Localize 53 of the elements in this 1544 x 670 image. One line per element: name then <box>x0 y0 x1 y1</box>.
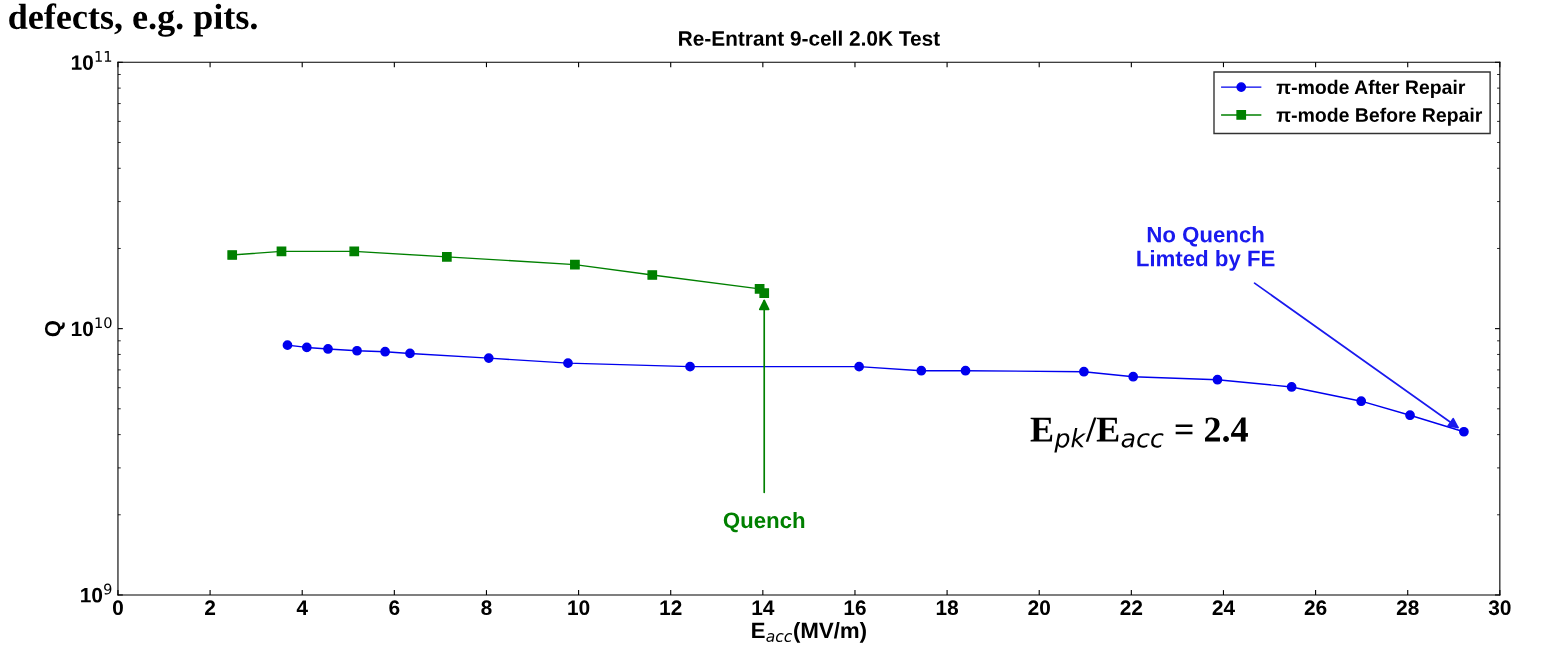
annotation: Quench <box>723 511 805 533</box>
x-tick-label: 16 <box>844 600 866 616</box>
x-tick-label: 20 <box>1028 600 1050 616</box>
point <box>352 345 362 356</box>
x-tick-label: 2 <box>205 600 216 615</box>
chart-title: Re-Entrant 9-cell 2.0K Test <box>679 30 940 46</box>
x-tick-label: 30 <box>1488 600 1511 616</box>
x-tick-label: 4 <box>296 600 308 615</box>
point <box>916 365 927 376</box>
point <box>282 340 293 351</box>
point <box>1405 410 1415 421</box>
x-tick-label: 8 <box>481 600 492 616</box>
text: defects, e.g. pits. <box>9 3 257 37</box>
point <box>685 361 695 372</box>
x-tick-label: 0 <box>112 600 123 616</box>
x-tick-label: 10 <box>568 600 590 616</box>
point <box>759 288 770 298</box>
point <box>349 246 360 257</box>
point <box>483 353 494 363</box>
point <box>441 251 452 262</box>
point <box>323 344 333 354</box>
x-tick-label: 24 <box>1212 600 1235 615</box>
point <box>570 259 580 270</box>
x-tick-label: 12 <box>660 600 682 615</box>
point <box>1128 371 1139 382</box>
legend-label: π-mode Before Repair <box>1276 107 1483 126</box>
x-tick-label: 18 <box>936 600 959 616</box>
point <box>854 361 864 372</box>
point <box>1356 396 1367 407</box>
annotation: E$_{pk}$/E$_{acc}$ = 2.4 <box>1030 417 1248 453</box>
y-tick-label: 10$^{10}$ <box>71 317 112 337</box>
y-axis-title: Q <box>44 320 65 337</box>
x-tick-label: 26 <box>1304 600 1327 616</box>
point <box>647 270 658 280</box>
x-tick-label: 6 <box>389 600 400 616</box>
legend-label: π-mode After Repair <box>1276 79 1466 98</box>
point <box>1079 366 1089 377</box>
y-tick-label: 10$^{11}$ <box>71 51 112 70</box>
point <box>380 346 390 357</box>
annotation: No Quench Limted by FE <box>1137 226 1275 271</box>
point <box>301 342 312 353</box>
point <box>1212 374 1223 385</box>
point <box>227 250 238 260</box>
point <box>1286 382 1297 392</box>
x-tick-label: 28 <box>1396 600 1419 616</box>
point <box>405 348 415 359</box>
x-axis-title: E$_{acc}$(MV/m) <box>752 622 866 643</box>
point <box>1459 426 1469 437</box>
y-tick-label: 10$^{9}$ <box>81 583 112 603</box>
x-tick-label: 22 <box>1120 600 1143 615</box>
point <box>563 358 573 369</box>
point <box>960 365 971 376</box>
x-tick-label: 14 <box>752 600 775 615</box>
